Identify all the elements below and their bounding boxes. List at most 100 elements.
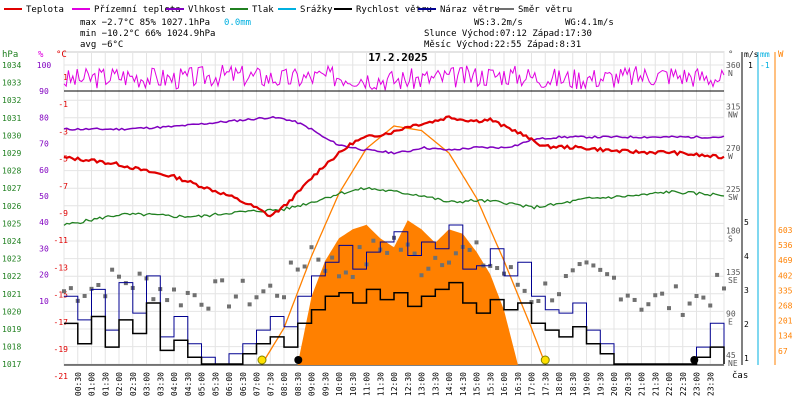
axis-degc-tick: -7 (58, 182, 68, 191)
axis-dir-side: E (728, 317, 733, 326)
wind-direction-point (557, 292, 561, 297)
stat-max: max −2.7°C 85% 1027.1hPa (80, 18, 210, 28)
axis-w-tick: 201 (778, 317, 793, 326)
axis-dir-tick: 270 (726, 144, 741, 153)
axis-dir-tick: 360 (726, 61, 741, 70)
axis-ms-tick: 4 (744, 252, 749, 261)
wind-direction-point (151, 297, 156, 302)
wind-direction-point (708, 303, 713, 308)
x-tick: 09:30 (321, 372, 330, 396)
axis-dir-tick: 225 (726, 185, 741, 194)
axis-degc-tick: -15 (54, 291, 69, 300)
legend: Teplota Přízemní teplota Vlhkost Tlak Srážky… (4, 5, 572, 15)
x-tick: 22:30 (679, 372, 688, 396)
plot-area (62, 64, 726, 365)
series-humidity (63, 115, 725, 155)
x-tick: 20:00 (610, 372, 619, 396)
x-tick: 07:00 (253, 372, 262, 396)
wind-direction-point (680, 312, 685, 317)
x-tick: 02:00 (115, 372, 124, 396)
axis-hpa-tick: 1032 (2, 96, 21, 105)
axis-dir-tick: 45 (726, 351, 736, 360)
x-tick: 23:30 (706, 372, 715, 396)
x-tick: 12:30 (404, 372, 413, 396)
stat-min: min −10.2°C 66% 1024.9hPa (80, 29, 215, 39)
axis-degc-tick: -1 (58, 100, 68, 109)
wind-direction-point (62, 289, 66, 294)
axis-ms-tick: 2 (744, 320, 749, 329)
axis-hpa-tick: 1023 (2, 255, 21, 264)
wind-direction-point (398, 247, 403, 252)
x-tick: 03:00 (143, 372, 152, 396)
x-tick: 14:00 (445, 372, 454, 396)
wind-direction-point (68, 286, 73, 291)
stat-avg: avg −6°C (80, 40, 123, 50)
series-ground-temperature (63, 64, 725, 91)
axis-pct-tick: 10 (39, 297, 49, 306)
wind-direction-point (165, 298, 170, 303)
series-wind-gust (64, 224, 725, 365)
wind-direction-point (110, 267, 115, 272)
wind-direction-point (694, 294, 699, 299)
wind-direction-point (288, 260, 293, 265)
x-tick: 13:00 (418, 372, 427, 396)
x-tick: 12:00 (390, 372, 399, 396)
wind-direction-point (508, 265, 513, 270)
axis-w-label: W (778, 50, 784, 60)
wind-direction-point (632, 297, 637, 302)
axis-dir-tick: 90 (726, 309, 736, 318)
wind-direction-point (316, 257, 321, 262)
series-temperature (63, 115, 725, 218)
wind-direction-point (268, 283, 273, 288)
x-tick: 11:30 (376, 372, 385, 396)
axis-pct-tick: 60 (39, 166, 49, 175)
moonset-marker (294, 356, 303, 364)
axis-ms-tick: 5 (744, 218, 749, 227)
axis-pct-tick: 70 (39, 140, 49, 149)
wind-direction-point (240, 278, 245, 283)
wind-direction-point (529, 300, 534, 305)
x-tick: 19:00 (583, 372, 592, 396)
wind-direction-point (337, 274, 341, 279)
wind-direction-point (199, 302, 204, 307)
axis-dir-tick: 315 (726, 102, 741, 111)
x-tick: 01:30 (101, 372, 110, 396)
wind-direction-point (715, 272, 720, 277)
axis-w-tick: 536 (778, 241, 793, 250)
axis-degc-tick: -3 (58, 127, 68, 136)
x-tick: 08:30 (294, 372, 303, 396)
wind-direction-point (89, 286, 94, 291)
wind-direction-point (701, 295, 706, 300)
wind-direction-point (522, 288, 527, 293)
wind-direction-point (612, 275, 616, 280)
series-wind-speed (64, 281, 725, 365)
wind-direction-point (419, 273, 424, 278)
axis-degc-tick: -19 (54, 345, 69, 354)
wind-direction-point (550, 298, 555, 303)
stat-ws: WS:3.2m/s (474, 18, 523, 28)
wind-direction-point (570, 268, 575, 273)
legend-label-2: Vlhkost (188, 5, 226, 15)
wind-direction-point (309, 245, 314, 250)
x-tick: 10:30 (349, 372, 358, 396)
wind-direction-point (660, 291, 665, 296)
wind-direction-point (625, 293, 630, 298)
wind-direction-point (247, 302, 252, 307)
x-tick: 09:00 (308, 372, 317, 396)
x-tick: 04:30 (184, 372, 193, 396)
axis-dir-tick: 180 (726, 227, 741, 236)
wind-direction-point (646, 302, 651, 307)
x-tick: 06:00 (225, 372, 234, 396)
axis-dir-side: NW (728, 110, 738, 119)
sunrise-marker (257, 355, 267, 365)
axis-pct-tick: 20 (39, 271, 49, 280)
axis-hpa-tick: 1028 (2, 167, 21, 176)
wind-direction-point (185, 290, 190, 295)
axis-hpa-tick: 1019 (2, 325, 21, 334)
wind-direction-point (453, 251, 458, 256)
axis-hpa-tick: 1026 (2, 202, 21, 211)
wind-direction-point (618, 297, 623, 302)
axis-pct-tick: 80 (39, 113, 49, 122)
x-tick: 13:30 (431, 372, 440, 396)
axis-hpa-tick: 1022 (2, 272, 21, 281)
